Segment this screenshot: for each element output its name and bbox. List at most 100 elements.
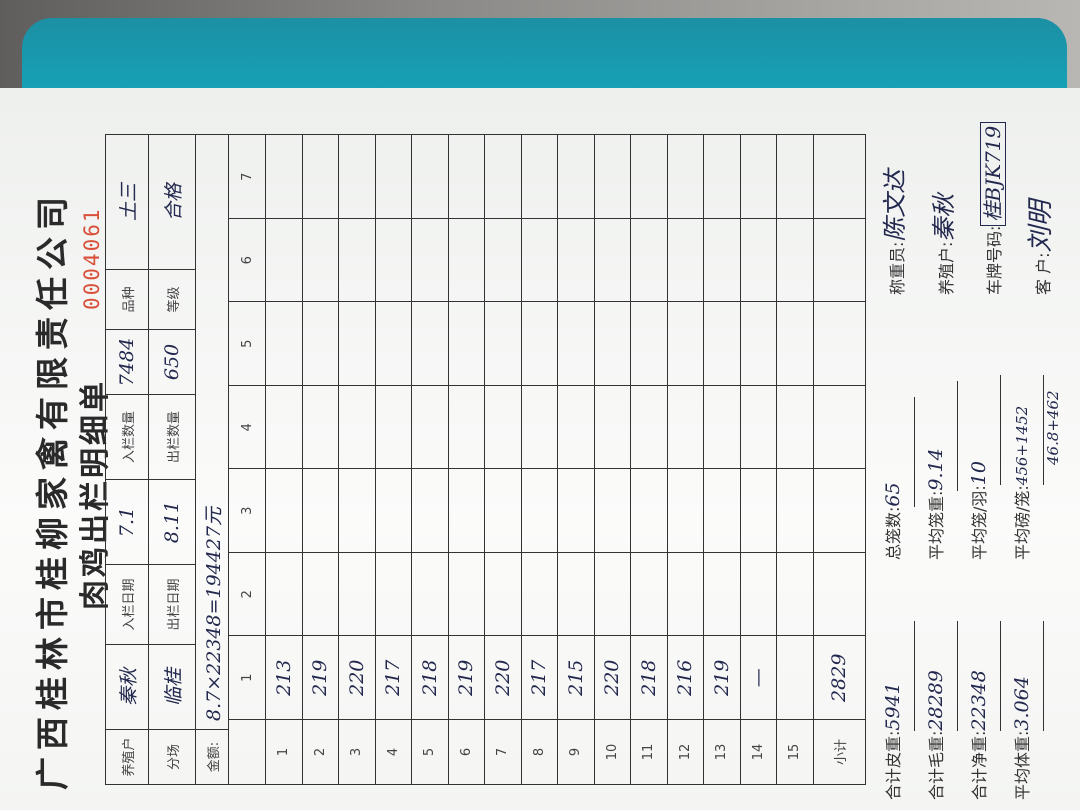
weight-cell: [265, 552, 302, 636]
weight-cell: [484, 218, 521, 302]
weight-cell: [448, 218, 485, 302]
weight-cell: 213: [265, 636, 302, 720]
weight-cell: [484, 135, 521, 219]
tare-value: 5941: [872, 620, 915, 731]
weight-cell: [667, 135, 704, 219]
avg-weight-label: 平均体重:: [1013, 730, 1032, 800]
row-number: 3: [338, 719, 375, 785]
weight-cell: [776, 636, 813, 720]
weight-cell: [557, 302, 594, 386]
weight-cell: [448, 385, 485, 469]
out-qty-label: 出栏数量: [148, 394, 196, 480]
weight-cell: [630, 469, 667, 553]
weight-cell: [703, 552, 740, 636]
weight-cell: [776, 302, 813, 386]
weight-cell: [557, 135, 594, 219]
summary-totals: 合计皮重:5941 合计毛重:28289 合计净重:22348 平均体重:3.0…: [872, 620, 1044, 800]
weight-cell: [630, 302, 667, 386]
grade-label: 等级: [148, 269, 196, 330]
subtotal-cell: [813, 218, 865, 302]
weight-cell: [265, 469, 302, 553]
weight-cell: [740, 218, 777, 302]
weight-cell: [265, 385, 302, 469]
out-date-value: 8.11: [148, 479, 196, 565]
table-row: 4 217: [375, 135, 412, 785]
weight-cell: [375, 385, 412, 469]
weight-cell: [302, 135, 339, 219]
weight-cell: [776, 135, 813, 219]
weight-cell: [265, 218, 302, 302]
row-number: 10: [594, 719, 631, 785]
subtotal-cell: [813, 302, 865, 386]
weigher-label: 称重员:: [888, 241, 907, 295]
avg-lb-value-2: 46.8+462: [1044, 390, 1062, 465]
weight-cell: [338, 135, 375, 219]
subtotal-cell: [813, 385, 865, 469]
header-table: 养殖户 秦秋 入栏日期 7.1 入栏数量 7484 品种 土三 分场 临桂 出栏…: [105, 134, 229, 785]
weight-cell: 219: [448, 636, 485, 720]
column-number: 4: [228, 385, 266, 469]
gross-value: 28289: [915, 620, 958, 731]
row-number: 1: [265, 719, 302, 785]
out-qty-value: 650: [148, 329, 196, 395]
weight-cell: [557, 552, 594, 636]
weight-cell: [302, 385, 339, 469]
subtotal-label: 小计: [813, 719, 865, 785]
subtotal-cell: [813, 552, 865, 636]
summary-cages: 总笼数:65 平均笼重:9.14 平均笼/羽:10 平均磅/笼:456+1452…: [872, 375, 1062, 560]
weight-cell: [302, 469, 339, 553]
row-number: 2: [302, 719, 339, 785]
subtotal-cell: [813, 135, 865, 219]
table-row: 14—: [740, 135, 777, 785]
table-row: 11 218: [630, 135, 667, 785]
breed-label: 品种: [105, 269, 149, 330]
weight-cell: [338, 218, 375, 302]
weight-cell: [484, 302, 521, 386]
weight-cell: [667, 552, 704, 636]
subtotal-value: 2829: [813, 636, 865, 720]
plate-value: 桂BJK719: [980, 121, 1006, 226]
weight-cell: [411, 135, 448, 219]
customer-label: 客 户:: [1034, 252, 1053, 295]
per-cage-label: 平均笼/羽:: [970, 485, 989, 560]
weight-cell: 217: [375, 636, 412, 720]
weight-cell: 220: [594, 636, 631, 720]
gross-label: 合计毛重:: [927, 730, 946, 800]
weight-cell: [484, 385, 521, 469]
table-row: 5 218: [411, 135, 448, 785]
weight-cell: [448, 135, 485, 219]
column-number: 5: [228, 302, 266, 386]
weight-cell: [557, 385, 594, 469]
column-number: 7: [228, 135, 266, 219]
weight-cell: [594, 135, 631, 219]
farmer-sign-label: 养殖户:: [937, 241, 956, 295]
weight-cell: 219: [703, 636, 740, 720]
row-number: 8: [521, 719, 558, 785]
subtotal-cell: [813, 469, 865, 553]
weight-cell: [521, 218, 558, 302]
weight-cell: [411, 385, 448, 469]
column-number: 6: [228, 218, 266, 302]
table-row: 8 217: [521, 135, 558, 785]
weight-cell: [776, 218, 813, 302]
column-number: 3: [228, 469, 266, 553]
weight-cell: [703, 218, 740, 302]
corner-cell: [228, 719, 266, 785]
avg-cage-value: 9.14: [915, 380, 958, 491]
weight-cell: [411, 302, 448, 386]
weight-cell: [740, 385, 777, 469]
weight-cell: 215: [557, 636, 594, 720]
weight-cell: [375, 469, 412, 553]
weight-cell: [667, 385, 704, 469]
plate-label: 车牌号码:: [985, 225, 1004, 295]
weight-cell: [521, 552, 558, 636]
weight-cell: [375, 135, 412, 219]
weight-cell: [338, 385, 375, 469]
weight-cell: [521, 469, 558, 553]
net-label: 合计净重:: [970, 730, 989, 800]
avg-lb-label: 平均磅/笼:: [1013, 485, 1032, 560]
weight-cell: [776, 552, 813, 636]
farmer-signature: 秦秋: [930, 193, 958, 242]
weight-cell: 220: [484, 636, 521, 720]
